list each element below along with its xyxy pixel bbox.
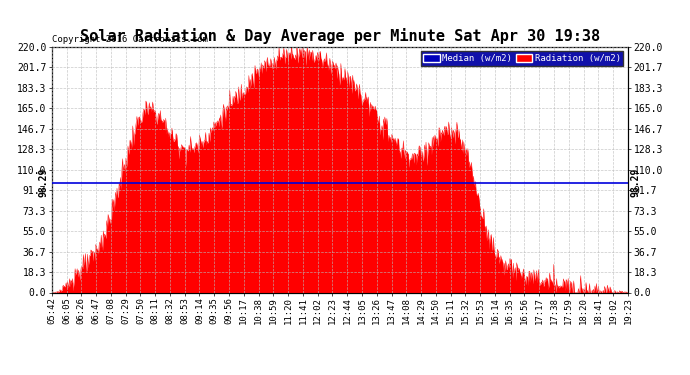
Text: 98.29: 98.29 [631,168,641,198]
Text: Copyright 2016 Cartronics.com: Copyright 2016 Cartronics.com [52,35,208,44]
Title: Solar Radiation & Day Average per Minute Sat Apr 30 19:38: Solar Radiation & Day Average per Minute… [80,28,600,44]
Legend: Median (w/m2), Radiation (w/m2): Median (w/m2), Radiation (w/m2) [421,51,623,66]
Text: 98.29: 98.29 [39,168,49,198]
